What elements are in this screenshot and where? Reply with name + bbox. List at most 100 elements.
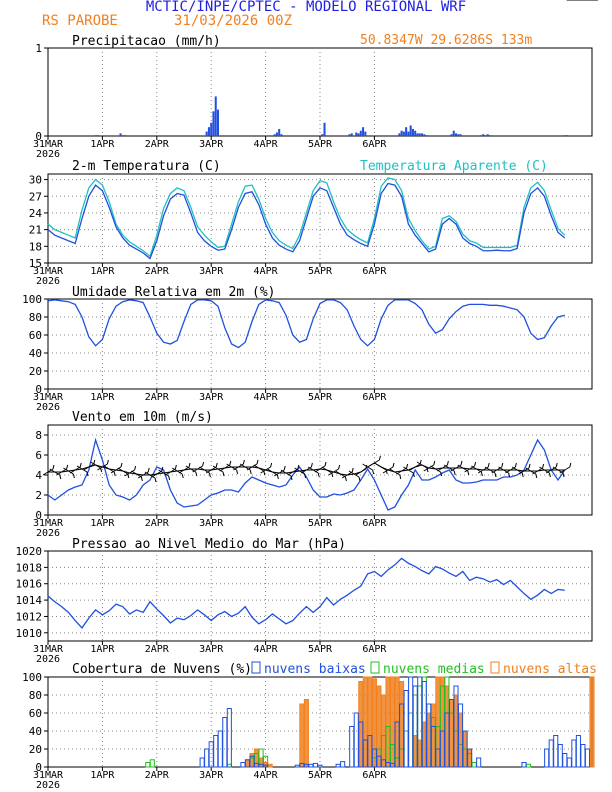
precip-bar [423, 134, 426, 136]
precip-bar [357, 133, 360, 136]
press-xtick-label: 4APR [254, 644, 279, 655]
cloud-bar-nuvens-altas [448, 699, 455, 768]
rh-ytick-label: 20 [29, 365, 42, 378]
wind-barb-flag [127, 473, 130, 479]
cloud-bar-nuvens-altas [444, 685, 450, 768]
precip-bar [280, 134, 283, 136]
temp-ytick-label: 30 [29, 174, 42, 187]
clouds-ytick-label: 40 [29, 725, 42, 738]
precip-xtick-label: 3APR [199, 139, 224, 150]
wind-barb [307, 466, 319, 474]
wind-xtick-label: 31MAR [33, 518, 64, 529]
rh-ytick-label: 100 [22, 293, 42, 306]
wind-barb-flag [440, 471, 443, 477]
temp-xtick-label: 1APR [90, 266, 115, 277]
pressure-line [47, 557, 565, 629]
cloud-bar-nuvens-medias [525, 763, 532, 768]
cloud-bar-nuvens-altas [385, 676, 391, 768]
location-label: RS PAROBE [42, 13, 118, 29]
cloud-bar-nuvens-baixas [317, 764, 323, 768]
wind-barb [90, 461, 101, 469]
precip-bar [362, 127, 365, 136]
clouds-xtick-label: 4APR [254, 770, 279, 781]
clouds-xtick-label: 31MAR [33, 770, 64, 781]
cloud-bar-nuvens-medias [145, 762, 151, 768]
cloud-bar-nuvens-baixas [308, 763, 314, 768]
wind-xtick-label: 2APR [145, 518, 170, 529]
wind-barb [83, 463, 95, 471]
wind-barb-flag [501, 462, 504, 468]
cloud-bar-nuvens-altas [362, 676, 368, 768]
cloud-bar-nuvens-altas [244, 759, 251, 768]
wind-barb-flag [229, 460, 232, 466]
wind-barb [355, 468, 367, 476]
wind-xtick-label: 4APR [254, 518, 279, 529]
wind-xtick-label: 1APR [90, 518, 115, 529]
temp-year-label: 2026 [36, 276, 60, 287]
cloud-bar-nuvens-baixas [199, 757, 205, 768]
wind-barb [294, 467, 305, 475]
clouds-xtick-label: 5APR [308, 770, 333, 781]
cloud-bar-nuvens-altas [439, 676, 445, 768]
wind-barb [69, 466, 81, 474]
wind-barb [151, 470, 163, 478]
precip-xtick-label: 1APR [90, 139, 115, 150]
wind-barb [375, 463, 387, 471]
wind-barb [314, 465, 326, 473]
wind-barb-flag [372, 469, 375, 475]
temp-xtick-label: 2APR [145, 266, 170, 277]
wind-barb [403, 466, 414, 474]
rh-xtick-label: 5APR [308, 392, 333, 403]
cloud-bar-nuvens-altas [412, 735, 418, 768]
cloud-bar-nuvens-baixas [263, 764, 269, 768]
wind-barb-flag [528, 463, 531, 469]
cloud-bar-nuvens-baixas [294, 764, 300, 768]
wind-barb [165, 468, 176, 476]
cloud-bar-nuvens-baixas [571, 739, 577, 768]
clouds-ytick-label: 100 [22, 671, 42, 684]
cloud-bar-nuvens-baixas [575, 735, 581, 768]
wind-barb-flag [351, 467, 354, 473]
precip-bar [411, 128, 414, 136]
wind-year-label: 2026 [36, 528, 60, 539]
cloud-bar-nuvens-baixas [213, 735, 219, 768]
cloud-bar-nuvens-altas [371, 678, 377, 768]
wind-barb-flag [562, 472, 565, 478]
wind-barb [158, 469, 169, 477]
precip-xtick-label: 31MAR [33, 139, 64, 150]
precip-xtick-label: 5APR [308, 139, 333, 150]
legend-medias: nuvens medias [383, 662, 485, 677]
press-ytick-label: 1014 [16, 594, 43, 607]
wind-xtick-label: 5APR [308, 518, 333, 529]
wind-barb-flag [521, 472, 524, 478]
temp-ytick-label: 24 [29, 207, 43, 220]
wind-barb [335, 470, 346, 478]
wind-barb [532, 467, 543, 475]
cloud-bar-nuvens-baixas [240, 762, 246, 768]
rh-year-label: 2026 [36, 402, 60, 413]
wind-barb [369, 459, 380, 467]
precip-bar [400, 130, 403, 136]
rh-title: Umidade Relativa em 2m (%) [72, 285, 276, 300]
cloud-bar-nuvens-altas [249, 753, 255, 768]
precip-bar [409, 125, 412, 136]
wind-barb-flag [100, 467, 103, 473]
rh-xtick-label: 6APR [362, 392, 387, 403]
wind-barb-flag [467, 470, 470, 476]
precip-bar [359, 130, 362, 136]
wind-barb-flag [474, 461, 477, 467]
press-xtick-label: 3APR [199, 644, 224, 655]
cloud-bar-nuvens-altas [435, 676, 441, 768]
rh-xtick-label: 3APR [199, 392, 224, 403]
wind-barb-flag [106, 459, 109, 465]
rh-ytick-label: 60 [29, 329, 42, 342]
wind-barb [396, 467, 407, 475]
precip-bar [323, 122, 326, 136]
wind-barb-flag [140, 476, 143, 482]
precip-bar [216, 109, 220, 136]
wind-barb [246, 463, 258, 471]
rh-xtick-label: 1APR [90, 392, 115, 403]
cloud-bar-nuvens-baixas [557, 744, 563, 768]
cloud-bar-nuvens-altas [367, 676, 373, 768]
wind-barb-flag [487, 462, 490, 468]
